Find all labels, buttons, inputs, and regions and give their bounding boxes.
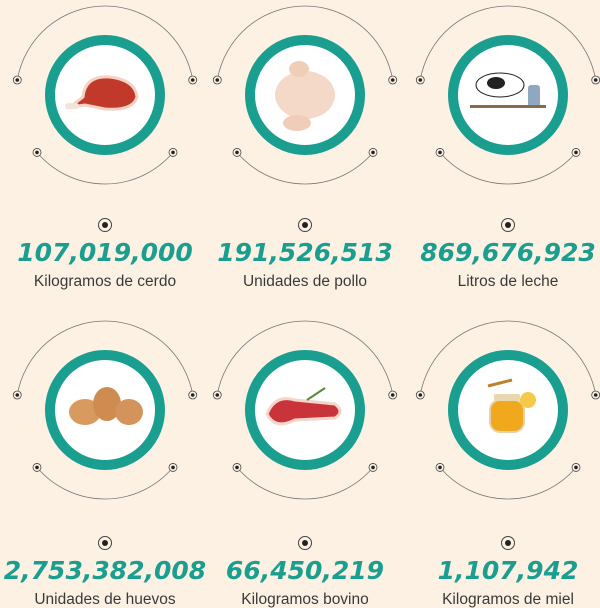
- lower-arc: [36, 467, 174, 500]
- dot: [574, 465, 578, 470]
- icon-jar-lid: [494, 394, 520, 401]
- dot: [371, 150, 375, 155]
- item-value: 869,676,923: [420, 238, 596, 267]
- bottom-dot: [505, 540, 511, 546]
- item-value: 1,107,942: [438, 556, 579, 585]
- outer-arc: [216, 320, 394, 396]
- item-label: Unidades de huevos: [34, 591, 176, 608]
- dot: [390, 393, 395, 397]
- dot: [35, 150, 39, 155]
- item-label: Litros de leche: [458, 273, 559, 290]
- dot: [438, 465, 442, 470]
- item-label: Kilogramos bovino: [241, 591, 369, 608]
- lower-arc: [36, 152, 174, 185]
- dot: [418, 78, 423, 82]
- icon-chicken-leg: [283, 115, 311, 131]
- icon-milk-can: [528, 85, 540, 107]
- dot: [35, 465, 39, 470]
- dot: [593, 78, 598, 82]
- lower-arc: [439, 152, 577, 185]
- icon-egg: [93, 387, 121, 421]
- dot: [171, 150, 175, 155]
- dot: [15, 393, 20, 397]
- item-card: 1,107,942 Kilogramos de miel: [415, 320, 600, 608]
- bottom-dot: [102, 540, 108, 546]
- icon-meat: [64, 75, 139, 111]
- icon-chicken-top: [289, 61, 309, 77]
- item-value: 66,450,219: [226, 556, 384, 585]
- item-label: Kilogramos de miel: [442, 591, 574, 608]
- icon-dipper: [487, 378, 513, 388]
- dot: [235, 150, 239, 155]
- outer-arc: [16, 5, 194, 81]
- outer-arc: [16, 320, 194, 396]
- dot: [190, 393, 195, 397]
- dot: [215, 78, 220, 82]
- dot: [371, 465, 375, 470]
- icon-fence: [470, 105, 546, 108]
- item-card: 191,526,513 Unidades de pollo: [212, 5, 398, 290]
- icon-beef: [265, 397, 342, 426]
- dot: [215, 393, 220, 397]
- item-value: 107,019,000: [17, 238, 193, 267]
- item-value: 191,526,513: [217, 238, 393, 267]
- dot: [574, 150, 578, 155]
- bottom-dot: [505, 222, 511, 228]
- icon-comb: [520, 392, 536, 408]
- dot: [593, 393, 598, 397]
- bottom-dot: [102, 222, 108, 228]
- icon-chicken: [275, 71, 335, 119]
- item-card: 2,753,382,008 Unidades de huevos: [4, 320, 206, 608]
- dot: [390, 78, 395, 82]
- lower-arc: [236, 467, 374, 500]
- dot: [235, 465, 239, 470]
- dot: [190, 78, 195, 82]
- outer-arc: [419, 5, 597, 81]
- icon-egg: [115, 399, 143, 425]
- icon-herb: [306, 387, 326, 401]
- icon-cow-spot: [487, 77, 505, 89]
- item-card: 66,450,219 Kilogramos bovino: [212, 320, 398, 608]
- item-card: 869,676,923 Litros de leche: [415, 5, 600, 290]
- item-value: 2,753,382,008: [4, 556, 206, 585]
- lower-arc: [439, 467, 577, 500]
- item-label: Kilogramos de cerdo: [34, 273, 176, 290]
- lower-arc: [236, 152, 374, 185]
- bottom-dot: [302, 222, 308, 228]
- outer-arc: [419, 320, 597, 396]
- item-card: 107,019,000 Kilogramos de cerdo: [12, 5, 198, 290]
- icon-bone: [65, 103, 79, 109]
- dot: [171, 465, 175, 470]
- icon-egg: [69, 399, 101, 425]
- bottom-dot: [302, 540, 308, 546]
- dot: [418, 393, 423, 397]
- dot: [438, 150, 442, 155]
- dot: [15, 78, 20, 82]
- icon-honey-jar: [489, 399, 525, 433]
- outer-arc: [216, 5, 394, 81]
- item-label: Unidades de pollo: [243, 273, 367, 290]
